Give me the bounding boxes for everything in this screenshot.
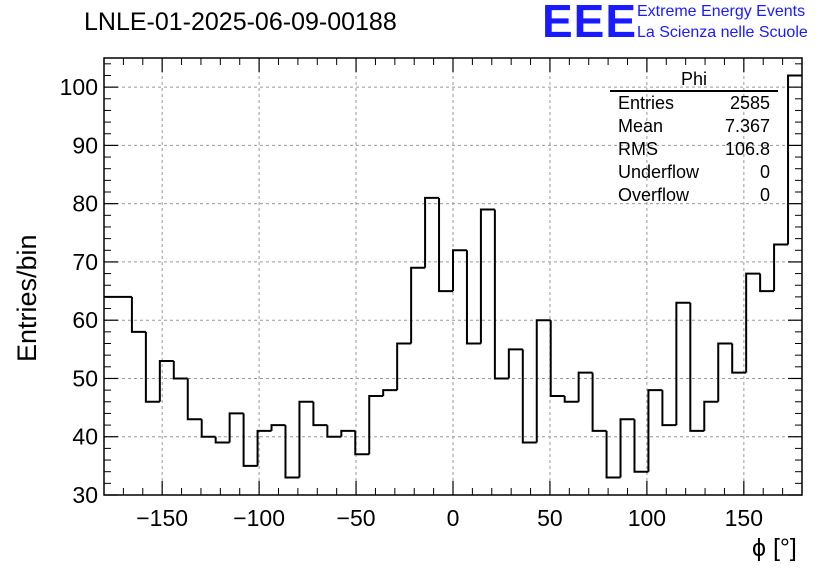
stats-row-mean: Mean 7.367 <box>610 115 778 138</box>
stats-value: 106.8 <box>724 139 770 159</box>
histogram-bin <box>256 429 272 466</box>
stats-label: Underflow <box>618 162 700 182</box>
y-tick-label: 60 <box>72 307 98 333</box>
histogram-bin <box>298 400 314 478</box>
histogram-bin <box>396 342 412 391</box>
x-axis-label: ϕ [°] <box>752 534 797 562</box>
histogram-bin <box>214 436 230 444</box>
histogram-bin <box>787 74 802 245</box>
histogram-bin <box>605 430 621 479</box>
chart-title: LNLE-01-2025-06-09-00188 <box>84 8 397 36</box>
stats-value: 2585 <box>729 93 770 113</box>
histogram-bin <box>759 273 775 293</box>
stats-title: Phi <box>610 68 778 92</box>
histogram-bin <box>242 413 258 467</box>
histogram-bin <box>172 360 188 380</box>
stats-row-underflow: Underflow 0 <box>610 161 778 184</box>
stats-label: RMS <box>618 139 658 159</box>
stats-row-rms: RMS 106.8 <box>610 138 778 161</box>
histogram-bin <box>675 301 691 426</box>
histogram-bin <box>228 412 244 443</box>
x-tick-label: 50 <box>537 505 563 531</box>
histogram-bin <box>186 378 202 421</box>
y-axis-label: Entries/bin <box>12 234 42 362</box>
stats-value: 0 <box>759 162 770 182</box>
histogram-bin <box>535 319 551 443</box>
y-tick-label: 70 <box>72 249 98 275</box>
histogram-bin <box>326 425 342 438</box>
y-axis-label-wrap: Entries/bin <box>6 182 42 362</box>
x-tick-label: 100 <box>628 505 666 531</box>
histogram-bin <box>563 395 579 403</box>
stats-row-overflow: Overflow 0 <box>610 184 778 207</box>
histogram-bin <box>465 250 481 345</box>
stats-label: Entries <box>618 93 675 113</box>
stats-value: 7.367 <box>724 116 770 136</box>
x-tick-label: −100 <box>233 505 285 531</box>
histogram-bin <box>130 296 146 333</box>
stats-value: 0 <box>759 185 770 205</box>
x-tick-label: −150 <box>136 505 188 531</box>
histogram-bin <box>703 400 719 431</box>
y-tick-label: 30 <box>72 482 98 508</box>
logo-caption-line2: La Scienza nelle Scuole <box>637 24 808 41</box>
histogram-bin <box>507 348 523 379</box>
y-tick-label: 100 <box>60 74 98 100</box>
y-tick-label: 50 <box>72 365 98 391</box>
stats-row-entries: Entries 2585 <box>610 92 778 115</box>
histogram-bin <box>717 342 733 402</box>
histogram-bin <box>549 320 565 397</box>
histogram-bin <box>340 429 356 437</box>
stats-box: Phi Entries 2585 Mean 7.367 RMS 106.8 Un… <box>610 68 778 207</box>
histogram-bin <box>731 343 747 374</box>
histogram-bin <box>312 401 328 427</box>
histogram-bin <box>200 419 216 438</box>
histogram-bin <box>284 425 300 479</box>
histogram-bin <box>410 266 426 344</box>
y-tick-label: 40 <box>72 424 98 450</box>
histogram-bin <box>577 371 593 402</box>
histogram-bin <box>493 209 509 380</box>
histogram-bin <box>452 249 467 292</box>
histogram-bin <box>368 394 384 455</box>
x-tick-label: 150 <box>725 505 763 531</box>
histogram-bin <box>479 208 495 344</box>
stats-label: Overflow <box>618 185 690 205</box>
histogram-bin <box>144 331 160 403</box>
histogram-bin <box>773 243 789 292</box>
histogram-bin <box>661 390 677 427</box>
x-tick-label: −50 <box>337 505 376 531</box>
histogram-bin <box>424 196 440 268</box>
histogram-bin <box>158 359 174 402</box>
histogram-bin <box>382 389 398 396</box>
histogram-bin <box>745 272 761 373</box>
histogram-bin <box>619 418 635 478</box>
y-tick-label: 80 <box>72 191 98 217</box>
histogram-bin <box>647 389 663 472</box>
stats-label: Mean <box>618 116 664 136</box>
histogram-bin <box>354 430 370 456</box>
histogram-bin <box>438 197 453 293</box>
y-tick-label: 90 <box>72 132 98 158</box>
histogram-bin <box>591 372 607 432</box>
histogram-bin <box>521 349 537 444</box>
histogram-bin <box>270 424 286 431</box>
eee-logo-icon: EEE <box>542 0 638 47</box>
x-tick-label: 0 <box>447 505 460 531</box>
histogram-bin <box>633 419 649 473</box>
histogram-bin <box>689 302 705 432</box>
logo-caption-line1: Extreme Energy Events <box>637 3 806 20</box>
